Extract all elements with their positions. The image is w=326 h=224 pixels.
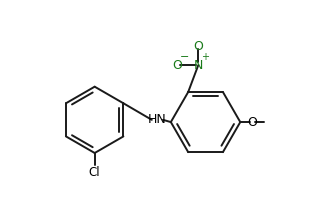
Text: Cl: Cl <box>89 166 100 179</box>
Text: N: N <box>194 59 203 72</box>
Text: O: O <box>193 40 203 53</box>
Text: HN: HN <box>148 113 167 126</box>
Text: O: O <box>172 59 182 72</box>
Text: +: + <box>201 52 209 62</box>
Text: O: O <box>248 116 258 129</box>
Text: −: − <box>180 52 189 62</box>
